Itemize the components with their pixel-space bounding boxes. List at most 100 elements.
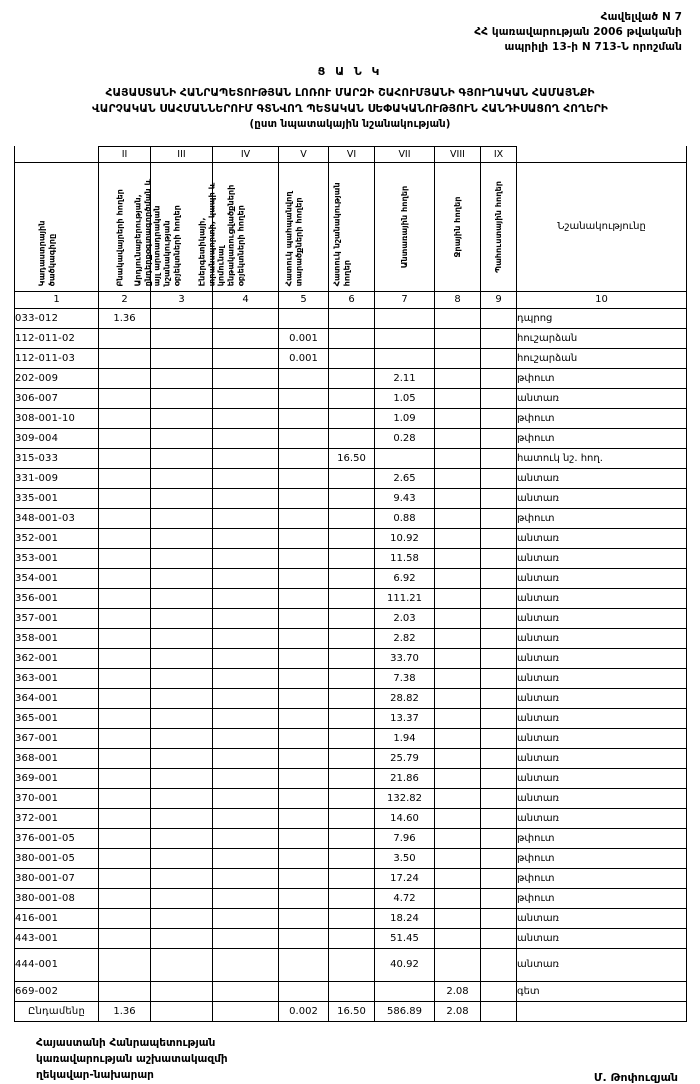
cell-purpose: հատուկ նշ. հող.: [516, 447, 687, 469]
column-header-industry-lands: Արդյունաբերության, ընդերքօգտագործման և ա…: [132, 161, 213, 292]
cell-c7: 3.50: [374, 847, 435, 869]
cell-c5: [278, 687, 329, 709]
table-row: 363-001 7.38 անտառ: [14, 667, 687, 689]
cell-c8: [434, 587, 481, 609]
cell-c6: [328, 367, 375, 389]
cell-c5: [278, 507, 329, 529]
cell-c5: [278, 747, 329, 769]
cell-c5: [278, 627, 329, 649]
cell-c8: [434, 887, 481, 909]
cell-c7: 7.38: [374, 667, 435, 689]
cell-c3: [150, 567, 213, 589]
column-number-row: 1 2 3 4 5 6 7 8 9 10: [14, 290, 687, 309]
cell-c8: [434, 447, 481, 469]
table-body: 033-012 1.36 դպրոց 112-011-02 0.001 հուշարձան…: [14, 307, 687, 1022]
cell-purpose: անտառ: [516, 607, 687, 629]
cell-c7: 51.45: [374, 927, 435, 949]
cell-c4: [212, 787, 279, 809]
cell-c4: [212, 307, 279, 329]
cell-c8: [434, 347, 481, 369]
column-header-reserve-lands-label: Պահուստային հողեր: [492, 180, 503, 273]
cell-c8: [434, 507, 481, 529]
cell-c8: [434, 727, 481, 749]
table-row: 308-001-10 1.09 թփուտ: [14, 407, 687, 429]
cell-c3: [150, 487, 213, 509]
cell-c7: [374, 327, 435, 349]
cell-c5: [278, 787, 329, 809]
cell-c4: [212, 387, 279, 409]
cell-purpose: անտառ: [516, 907, 687, 929]
cell-c3: [150, 627, 213, 649]
cell-purpose: անտառ: [516, 467, 687, 489]
signatory-title-line-2: կառավարության աշխատակազմի: [36, 1053, 228, 1065]
cell-c4: [212, 767, 279, 789]
cell-c7: [374, 980, 435, 1002]
table-row: 669-002 2.08 գետ: [14, 980, 687, 1002]
document-title-line-1: ՀԱՅԱՍՏԱՆԻ ՀԱՆՐԱՊԵՏՈՒԹՅԱՆ ԼՈՌՈՒ ՄԱՐԶԻ ՇԱՀ…: [105, 86, 595, 99]
cell-c5: [278, 847, 329, 869]
cell-c2: [98, 847, 151, 869]
table-head: II III IV V VI VII VIII IX Կադաստրային ծ…: [14, 145, 687, 309]
reference-line-1: Հավելված N 7: [600, 11, 682, 23]
cell-c9: [480, 727, 517, 749]
cell-c7: 2.65: [374, 467, 435, 489]
cell-c2: [98, 647, 151, 669]
cell-c9: [480, 487, 517, 509]
signature-block: Հայաստանի Հանրապետության կառավարության ա…: [14, 1035, 686, 1084]
cell-c2: [98, 587, 151, 609]
cell-c9: [480, 467, 517, 489]
cell-purpose: անտառ: [516, 707, 687, 729]
cell-c2: [98, 487, 151, 509]
cell-c2: [98, 467, 151, 489]
cell-c2: [98, 707, 151, 729]
cell-c7: 7.96: [374, 827, 435, 849]
cell-c2: [98, 980, 151, 1002]
column-header-protected-areas-lands-label: Հատուկ պահպանվող տարածքների հողեր: [283, 191, 303, 287]
cell-c7: 2.82: [374, 627, 435, 649]
cell-c7: 17.24: [374, 867, 435, 889]
cell-c5: [278, 307, 329, 329]
cell-cadastral-code: 354-001: [14, 567, 99, 589]
cell-c4: [212, 707, 279, 729]
column-number-4: 4: [212, 290, 279, 309]
column-header-protected-areas-lands: Հատուկ պահպանվող տարածքների հողեր: [278, 161, 329, 292]
cell-c8: [434, 567, 481, 589]
cell-c2: [98, 427, 151, 449]
cell-purpose: թփուտ: [516, 427, 687, 449]
table-row: 331-009 2.65 անտառ: [14, 467, 687, 489]
cell-c4: [212, 507, 279, 529]
cell-c9: [480, 587, 517, 609]
cell-c6: [328, 587, 375, 609]
cell-c4: [212, 367, 279, 389]
cell-c6: 16.50: [328, 1000, 375, 1022]
cell-c6: [328, 767, 375, 789]
table-row: 356-001 111.21 անտառ: [14, 587, 687, 609]
table-row: 202-009 2.11 թփուտ: [14, 367, 687, 389]
cell-c5: [278, 367, 329, 389]
cell-c3: [150, 807, 213, 829]
cell-cadastral-code: 306-007: [14, 387, 99, 409]
cell-c8: [434, 487, 481, 509]
cell-c5: [278, 487, 329, 509]
cell-c4: [212, 887, 279, 909]
roman-label-2: II: [98, 145, 151, 163]
cell-c6: [328, 907, 375, 929]
cell-c8: [434, 847, 481, 869]
cell-c3: [150, 727, 213, 749]
cell-cadastral-code: 380-001-08: [14, 887, 99, 909]
cell-cadastral-code: 358-001: [14, 627, 99, 649]
cell-c5: [278, 527, 329, 549]
cell-c5: [278, 727, 329, 749]
cell-c4: [212, 947, 279, 982]
cell-c6: [328, 487, 375, 509]
cell-c8: [434, 707, 481, 729]
cell-c3: [150, 867, 213, 889]
cell-c7: 586.89: [374, 1000, 435, 1022]
cell-c9: [480, 787, 517, 809]
cell-c6: [328, 707, 375, 729]
column-number-9: 9: [480, 290, 517, 309]
cell-cadastral-code: 308-001-10: [14, 407, 99, 429]
cell-cadastral-code: 112-011-02: [14, 327, 99, 349]
cell-c7: [374, 447, 435, 469]
cell-c7: 33.70: [374, 647, 435, 669]
